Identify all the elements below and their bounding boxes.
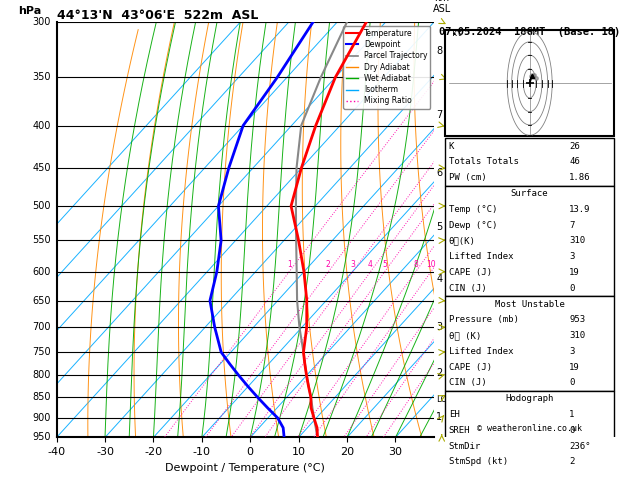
Text: CAPE (J): CAPE (J) [448, 363, 492, 372]
Text: 0: 0 [569, 426, 575, 435]
Text: 0: 0 [569, 379, 575, 387]
Text: 350: 350 [33, 72, 51, 83]
Text: 6: 6 [436, 168, 442, 178]
Text: 310: 310 [569, 236, 586, 245]
Text: 3: 3 [569, 252, 575, 261]
Text: 07.05.2024  18GMT  (Base: 18): 07.05.2024 18GMT (Base: 18) [439, 27, 620, 37]
X-axis label: Dewpoint / Temperature (°C): Dewpoint / Temperature (°C) [165, 463, 325, 473]
Text: CAPE (J): CAPE (J) [448, 268, 492, 277]
Text: CIN (J): CIN (J) [448, 284, 486, 293]
Text: 310: 310 [569, 331, 586, 340]
Text: 400: 400 [33, 121, 51, 131]
Text: Temp (°C): Temp (°C) [448, 205, 497, 214]
Text: Most Unstable: Most Unstable [495, 299, 565, 309]
Text: 700: 700 [33, 322, 51, 332]
FancyBboxPatch shape [445, 138, 614, 186]
Text: 8: 8 [436, 46, 442, 56]
Text: Pressure (mb): Pressure (mb) [448, 315, 519, 324]
Text: 10: 10 [426, 260, 436, 269]
Text: km
ASL: km ASL [433, 0, 451, 14]
Text: 7: 7 [569, 221, 575, 229]
Text: SREH: SREH [448, 426, 470, 435]
Text: 1.86: 1.86 [569, 173, 591, 182]
Text: StmSpd (kt): StmSpd (kt) [448, 457, 508, 467]
Text: kt: kt [452, 30, 462, 38]
Text: 4: 4 [436, 274, 442, 284]
Text: CIN (J): CIN (J) [448, 379, 486, 387]
FancyBboxPatch shape [445, 186, 614, 296]
Text: 1: 1 [287, 260, 292, 269]
Text: 550: 550 [32, 235, 51, 245]
Text: 600: 600 [33, 267, 51, 277]
Text: 900: 900 [33, 413, 51, 423]
Text: 5: 5 [382, 260, 387, 269]
Text: 1: 1 [436, 412, 442, 422]
Text: 0: 0 [569, 284, 575, 293]
Text: 850: 850 [33, 392, 51, 402]
Text: 19: 19 [569, 363, 580, 372]
Text: Totals Totals: Totals Totals [448, 157, 519, 166]
Text: Mixing Ratio (g/kg): Mixing Ratio (g/kg) [478, 184, 488, 276]
Text: Lifted Index: Lifted Index [448, 252, 513, 261]
Text: LCL: LCL [436, 395, 451, 404]
Text: 500: 500 [33, 201, 51, 211]
Text: 800: 800 [33, 370, 51, 381]
Text: 1: 1 [569, 410, 575, 419]
Text: 300: 300 [33, 17, 51, 27]
Text: 3: 3 [436, 322, 442, 332]
Text: 750: 750 [32, 347, 51, 357]
Text: 4: 4 [368, 260, 373, 269]
Legend: Temperature, Dewpoint, Parcel Trajectory, Dry Adiabat, Wet Adiabat, Isotherm, Mi: Temperature, Dewpoint, Parcel Trajectory… [343, 26, 430, 108]
Text: 650: 650 [33, 295, 51, 306]
Text: Lifted Index: Lifted Index [448, 347, 513, 356]
Text: 26: 26 [569, 141, 580, 151]
Text: 2: 2 [436, 368, 442, 378]
Text: θᴄ (K): θᴄ (K) [448, 331, 481, 340]
Text: 450: 450 [33, 163, 51, 173]
FancyBboxPatch shape [445, 391, 614, 470]
Text: 953: 953 [569, 315, 586, 324]
Text: 3: 3 [350, 260, 355, 269]
Text: Dewp (°C): Dewp (°C) [448, 221, 497, 229]
Text: Hodograph: Hodograph [506, 394, 554, 403]
Text: 7: 7 [436, 110, 442, 120]
Text: θᴄ(K): θᴄ(K) [448, 236, 476, 245]
Text: PW (cm): PW (cm) [448, 173, 486, 182]
Text: © weatheronline.co.uk: © weatheronline.co.uk [477, 424, 582, 433]
Text: 2: 2 [326, 260, 331, 269]
Text: StmDir: StmDir [448, 442, 481, 451]
Text: K: K [448, 141, 454, 151]
Text: 236°: 236° [569, 442, 591, 451]
FancyBboxPatch shape [445, 30, 614, 136]
Text: 3: 3 [569, 347, 575, 356]
Text: EH: EH [448, 410, 460, 419]
FancyBboxPatch shape [445, 296, 614, 391]
Text: 44°13'N  43°06'E  522m  ASL: 44°13'N 43°06'E 522m ASL [57, 9, 258, 22]
Text: 8: 8 [413, 260, 418, 269]
Text: 5: 5 [436, 222, 442, 232]
Text: 13.9: 13.9 [569, 205, 591, 214]
Text: Surface: Surface [511, 189, 548, 198]
Text: hPa: hPa [18, 5, 42, 16]
Text: 46: 46 [569, 157, 580, 166]
Text: 19: 19 [569, 268, 580, 277]
Text: 950: 950 [33, 433, 51, 442]
Text: 2: 2 [569, 457, 575, 467]
